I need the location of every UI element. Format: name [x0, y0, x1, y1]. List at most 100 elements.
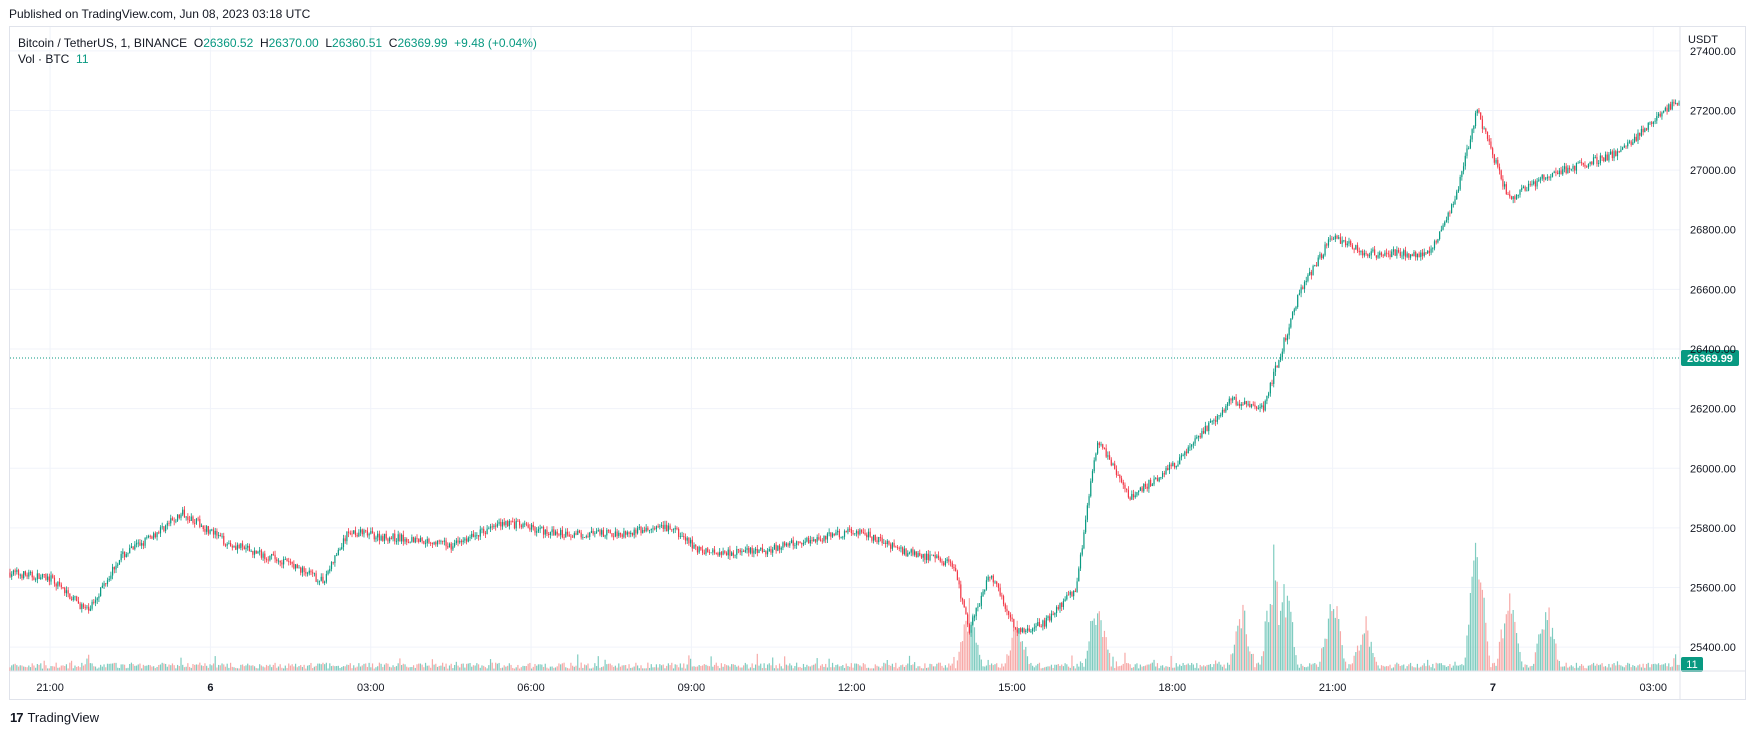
volume-bar [842, 665, 844, 671]
candle-body [178, 514, 180, 518]
candle-body [450, 543, 452, 550]
candle-body [495, 525, 497, 527]
candle-body [607, 529, 610, 531]
candle-body [1365, 253, 1367, 255]
volume-bar [1100, 620, 1102, 671]
candle-body [129, 548, 131, 554]
candle-body [902, 547, 904, 555]
volume-bar [1262, 651, 1265, 671]
volume-label[interactable]: Vol · BTC [18, 52, 70, 66]
volume-bar [142, 664, 144, 671]
candle-body [1211, 420, 1213, 422]
candle-body [294, 564, 297, 569]
volume-bar [1392, 667, 1395, 671]
candle-body [1179, 457, 1181, 465]
candle-body [761, 547, 764, 552]
candle-body [1074, 590, 1076, 592]
volume-bar [241, 664, 244, 671]
volume-bar [1664, 663, 1666, 671]
candle-body [173, 520, 175, 522]
volume-bar [76, 666, 78, 671]
candle-body [1155, 478, 1157, 479]
volume-bar [1480, 582, 1482, 671]
volume-bar [902, 664, 904, 671]
volume-bar [424, 662, 427, 671]
volume-bar [1095, 624, 1097, 671]
candle-body [329, 568, 331, 572]
axis-unit-label[interactable]: USDT [1688, 34, 1718, 46]
candle-body [729, 549, 731, 556]
candle-body [590, 530, 593, 533]
volume-bar [1620, 665, 1622, 671]
candle-body [1644, 128, 1646, 133]
volume-bar [1344, 661, 1347, 671]
footer-brand[interactable]: 17 TradingView [10, 710, 99, 725]
candle-body [915, 551, 917, 558]
candle-body [693, 545, 695, 549]
candle-body [1493, 154, 1495, 163]
candle-body [387, 538, 389, 542]
volume-bar [657, 667, 659, 671]
volume-bar [542, 666, 545, 671]
candle-body [50, 575, 52, 582]
candle-body [628, 532, 630, 534]
volume-bar [1215, 660, 1217, 671]
candle-body [1161, 473, 1164, 478]
candle-body [539, 527, 541, 530]
candle-body [1160, 477, 1162, 478]
candle-body [9, 572, 11, 577]
candle-body [1519, 190, 1521, 195]
volume-bar [939, 662, 941, 671]
volume-bar [1197, 668, 1200, 671]
candle-body [253, 550, 256, 555]
candle-body [565, 531, 567, 538]
volume-bar [739, 667, 741, 671]
candle-body [414, 538, 416, 543]
volume-bar [1062, 666, 1065, 671]
candle-body [1498, 166, 1501, 171]
candle-body [1002, 596, 1005, 605]
candle-body [454, 543, 456, 547]
current-price-badge[interactable] [1681, 349, 1739, 366]
volume-bar [141, 668, 143, 671]
volume-bar [1379, 668, 1381, 671]
chart-frame[interactable] [9, 26, 1746, 700]
candle-body [199, 518, 201, 527]
candle-body [76, 596, 78, 602]
volume-bar [327, 668, 329, 671]
candle-body [40, 577, 42, 580]
candle-body [1043, 620, 1046, 627]
open-value: 26360.52 [203, 36, 254, 50]
volume-bar [972, 613, 974, 671]
volume-bar [855, 663, 858, 671]
volume-bar [1675, 654, 1677, 671]
volume-bar [727, 665, 729, 671]
volume-bar [1533, 663, 1535, 671]
volume-bar [493, 668, 495, 671]
volume-bar [214, 656, 216, 671]
volume-bar [1107, 649, 1109, 671]
candle-body [512, 521, 514, 523]
volume-legend-row: Vol · BTC 11 [18, 51, 537, 67]
volume-bar [1637, 665, 1639, 671]
volume-bar [103, 664, 105, 671]
candle-body [371, 531, 374, 534]
volume-bar [149, 665, 151, 671]
candle-body [818, 537, 820, 540]
volume-bar [361, 665, 363, 671]
candle-body [298, 567, 300, 569]
candle-body [334, 555, 336, 563]
volume-bar [477, 664, 480, 671]
volume-bar [792, 668, 794, 671]
candle-body [1598, 163, 1600, 164]
volume-bar [123, 664, 126, 671]
candle-body [1197, 435, 1200, 438]
volume-bar [1582, 665, 1584, 671]
volume-bar [609, 663, 611, 671]
candle-body [43, 574, 45, 575]
candle-body [1091, 471, 1094, 482]
candle-body [859, 529, 861, 535]
volume-bar [678, 667, 680, 671]
symbol-title[interactable]: Bitcoin / TetherUS, 1, BINANCE [18, 36, 188, 50]
